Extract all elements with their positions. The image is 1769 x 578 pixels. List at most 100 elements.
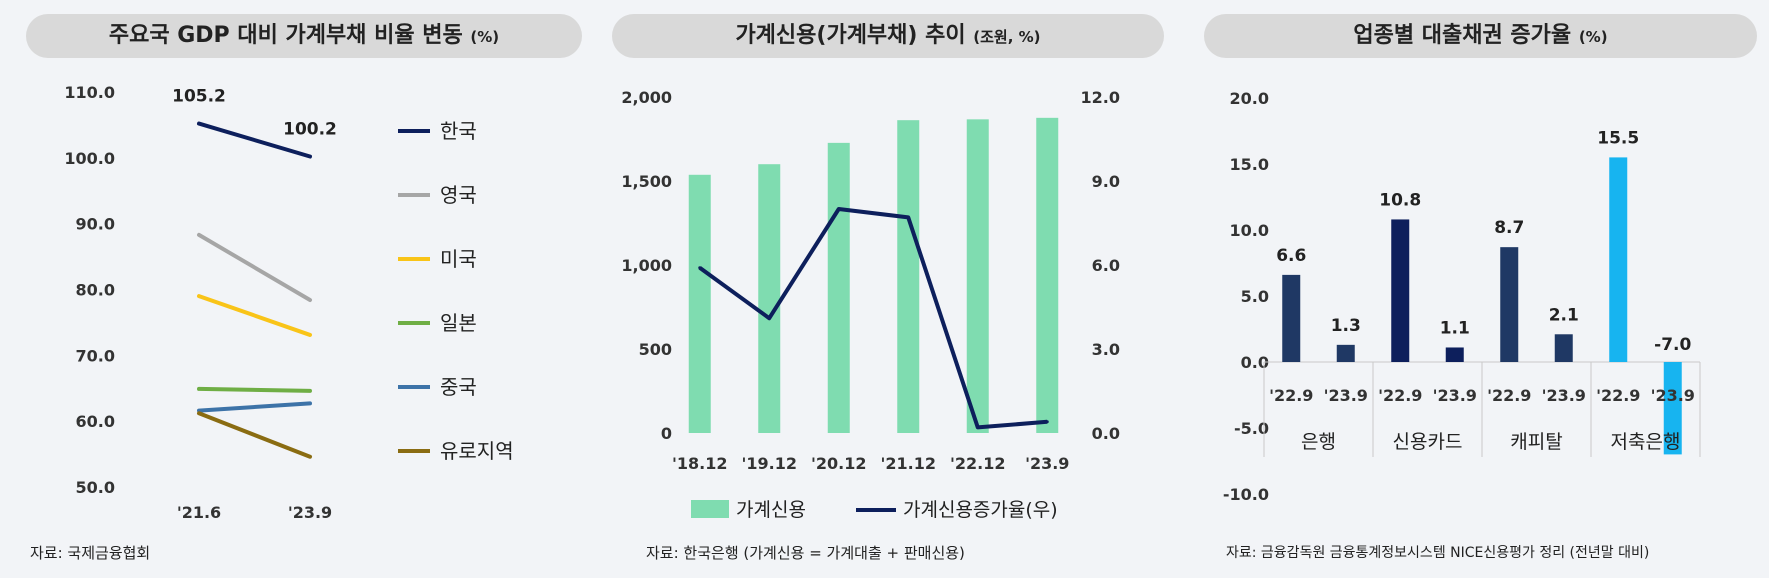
y2-tick-label: 6.0 xyxy=(1092,256,1120,275)
x-tick-label: '22.12 xyxy=(950,454,1006,473)
x-tick-label: '23.9 xyxy=(1433,386,1477,405)
line-point xyxy=(698,266,702,270)
bar xyxy=(1036,117,1059,433)
bar xyxy=(1609,157,1628,362)
y-tick-label: 0 xyxy=(661,424,672,443)
y-tick-label: 100.0 xyxy=(64,149,115,168)
line-point xyxy=(906,215,910,219)
bar xyxy=(1500,247,1519,362)
data-label: 8.7 xyxy=(1494,218,1524,238)
x-tick-label: '20.12 xyxy=(811,454,867,473)
series-line-4 xyxy=(197,401,312,413)
bar xyxy=(1282,274,1301,362)
data-label: 100.2 xyxy=(283,120,337,140)
source-note: 자료: 한국은행 (가계신용 = 가계대출 + 판매신용) xyxy=(646,544,965,562)
panel-title-pill: 가계신용(가계부채) 추이 (조원, %) xyxy=(612,14,1164,58)
group-label: 저축은행 xyxy=(1611,431,1681,453)
x-tick-label: '23.9 xyxy=(1542,386,1586,405)
x-tick-label: '22.9 xyxy=(1269,386,1313,405)
legend-label: 유로지역 xyxy=(440,439,514,463)
bar xyxy=(1391,219,1410,362)
source-note: 자료: 국제금융협회 xyxy=(30,544,151,562)
data-label: 15.5 xyxy=(1597,128,1639,148)
data-label: 1.3 xyxy=(1331,316,1361,336)
legend-swatch xyxy=(691,500,729,518)
series-line-5 xyxy=(197,411,312,459)
y-tick-label: 1,000 xyxy=(621,256,672,275)
household-credit-chart: 2,000 1,500 1,000 500 0 12.0 9.0 6.0 3.0 0.0 '18.1… xyxy=(621,88,1120,521)
y-tick-label: -5.0 xyxy=(1234,419,1269,438)
legend-label: 중국 xyxy=(440,375,477,399)
legend-label: 한국 xyxy=(440,119,477,143)
group-label: 은행 xyxy=(1301,431,1336,453)
y2-tick-label: 9.0 xyxy=(1092,172,1120,191)
group-label: 캐피탈 xyxy=(1510,431,1562,453)
panel-unit: (%) xyxy=(1578,28,1608,46)
x-tick-label: '19.12 xyxy=(741,454,797,473)
y-tick-label: 80.0 xyxy=(76,281,115,300)
bar xyxy=(1554,334,1573,362)
x-tick-label: '21.6 xyxy=(177,503,221,522)
y-tick-label: 50.0 xyxy=(76,478,115,497)
y-tick-label: 10.0 xyxy=(1230,221,1269,240)
legend-label: 영국 xyxy=(440,183,477,207)
series-line-0 xyxy=(197,121,312,159)
panel-title: 업종별 대출채권 증가율 xyxy=(1353,23,1572,48)
source-note: 자료: 금융감독원 금융통계정보시스템 NICE신용평가 정리 (전년말 대비) xyxy=(1226,545,1650,561)
y-tick-label: 110.0 xyxy=(64,83,115,102)
y-tick-label: 70.0 xyxy=(76,346,115,365)
y2-tick-label: 12.0 xyxy=(1081,88,1120,107)
loan-growth-chart: 20.0 15.0 10.0 5.0 0.0 -5.0 -10.0 6.6 1.3 10.8 1.1… xyxy=(1223,89,1701,504)
panel-title: 주요국 GDP 대비 가계부채 비율 변동 xyxy=(108,23,463,48)
x-tick-label: '22.9 xyxy=(1378,386,1422,405)
bar xyxy=(827,142,850,433)
data-label: 105.2 xyxy=(172,87,226,107)
y-tick-label: 5.0 xyxy=(1241,287,1269,306)
y-tick-label: -10.0 xyxy=(1223,485,1269,504)
x-tick-label: '22.9 xyxy=(1487,386,1531,405)
series-line-2 xyxy=(197,294,312,337)
loan-growth-panel: 업종별 대출채권 증가율 (%) 20.0 15.0 10.0 5.0 0.0 -5.0 -… xyxy=(1180,0,1769,578)
series-line-1 xyxy=(197,232,312,303)
gdp-debt-panel: 주요국 GDP 대비 가계부채 비율 변동 (%) 110.0 100.0 90.0… xyxy=(0,0,590,578)
y-tick-label: 15.0 xyxy=(1230,155,1269,174)
y-tick-label: 90.0 xyxy=(76,215,115,234)
data-label: 1.1 xyxy=(1440,318,1470,338)
legend-label: 가계신용증가율(우) xyxy=(903,499,1058,521)
y-tick-label: 0.0 xyxy=(1241,353,1269,372)
line-point xyxy=(767,316,771,320)
y-tick-label: 2,000 xyxy=(621,88,672,107)
series-line-3 xyxy=(197,386,312,393)
y2-tick-label: 0.0 xyxy=(1092,424,1120,443)
legend-label: 일본 xyxy=(440,311,477,335)
x-tick-label: '18.12 xyxy=(672,454,728,473)
legend-label: 미국 xyxy=(440,247,477,271)
household-credit-panel: 가계신용(가계부채) 추이 (조원, %) 2,000 1,500 1,000 500… xyxy=(590,0,1180,578)
group-label: 신용카드 xyxy=(1393,431,1463,453)
x-tick-label: '21.12 xyxy=(880,454,936,473)
x-tick-label: '23.9 xyxy=(288,503,332,522)
y-tick-label: 1,500 xyxy=(621,172,672,191)
growth-rate-line xyxy=(698,207,1048,430)
data-label: 6.6 xyxy=(1276,246,1306,266)
line-point xyxy=(837,207,841,211)
gdp-debt-chart: 110.0 100.0 90.0 80.0 70.0 60.0 50.0 '21.6 '23.9… xyxy=(64,83,514,522)
x-tick-label: '23.9 xyxy=(1025,454,1069,473)
data-label: 2.1 xyxy=(1549,305,1579,325)
bar xyxy=(758,164,781,433)
legend-label: 가계신용 xyxy=(736,499,806,521)
y-tick-label: 500 xyxy=(639,340,672,359)
line-point xyxy=(1045,420,1049,424)
panel-title-pill: 업종별 대출채권 증가율 (%) xyxy=(1204,14,1757,58)
bar xyxy=(1336,344,1355,362)
x-tick-label: '23.9 xyxy=(1651,386,1695,405)
bar xyxy=(1445,347,1464,362)
data-label: -7.0 xyxy=(1654,335,1691,355)
x-tick-label: '23.9 xyxy=(1324,386,1368,405)
x-tick-label: '22.9 xyxy=(1596,386,1640,405)
y-tick-label: 60.0 xyxy=(76,412,115,431)
y-tick-label: 20.0 xyxy=(1230,89,1269,108)
panel-title-pill: 주요국 GDP 대비 가계부채 비율 변동 (%) xyxy=(26,14,582,58)
bar xyxy=(966,119,989,434)
panel-unit: (%) xyxy=(470,28,500,46)
